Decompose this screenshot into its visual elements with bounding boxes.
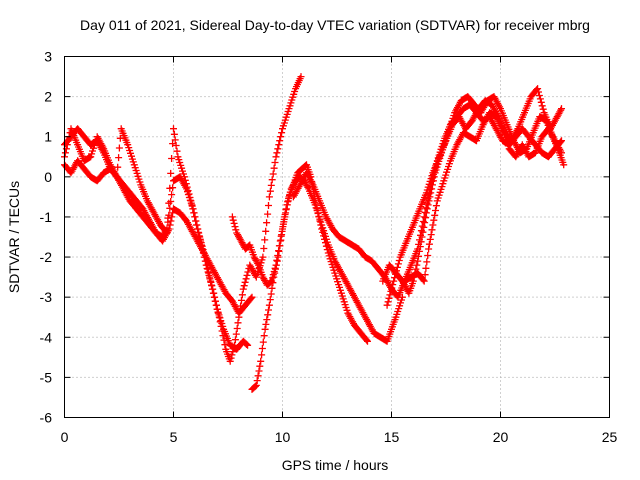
data-point xyxy=(401,109,565,285)
y-tick-label: -2 xyxy=(40,249,53,265)
data-point xyxy=(248,173,406,393)
y-tick-label: 2 xyxy=(44,89,52,105)
plot-frame xyxy=(64,56,610,418)
y-tick-label: -6 xyxy=(40,410,53,426)
y-tick-label: -3 xyxy=(40,289,53,305)
y-axis-label: SDTVAR / TECUs xyxy=(6,181,22,293)
y-tick-labels: -6 -5 -4 -3 -2 -1 0 1 2 3 xyxy=(40,49,53,426)
data-point xyxy=(61,157,256,317)
y-tick-label: -1 xyxy=(40,209,53,225)
chart-title: Day 011 of 2021, Sidereal Day-to-day VTE… xyxy=(80,17,590,33)
x-tick-label: 10 xyxy=(275,429,291,445)
x-tick-label: 5 xyxy=(170,429,178,445)
x-tick-label: 25 xyxy=(602,429,618,445)
y-tick-label: 1 xyxy=(44,129,52,145)
grid xyxy=(64,56,610,418)
y-tick-label: 0 xyxy=(44,169,52,185)
data-points xyxy=(61,73,568,393)
y-tick-label: -5 xyxy=(40,369,53,385)
series-track-5 xyxy=(248,173,406,393)
x-tick-label: 20 xyxy=(493,429,509,445)
x-axis-label: GPS time / hours xyxy=(282,457,389,473)
y-tick-label: 3 xyxy=(44,49,52,65)
series-track-3 xyxy=(61,157,256,317)
axis-ticks xyxy=(64,56,610,418)
x-tick-label: 0 xyxy=(61,429,69,445)
y-tick-label: -4 xyxy=(40,329,53,345)
x-tick-label: 15 xyxy=(384,429,400,445)
series-track-9 xyxy=(401,109,565,285)
x-tick-labels: 0 5 10 15 20 25 xyxy=(61,429,618,445)
